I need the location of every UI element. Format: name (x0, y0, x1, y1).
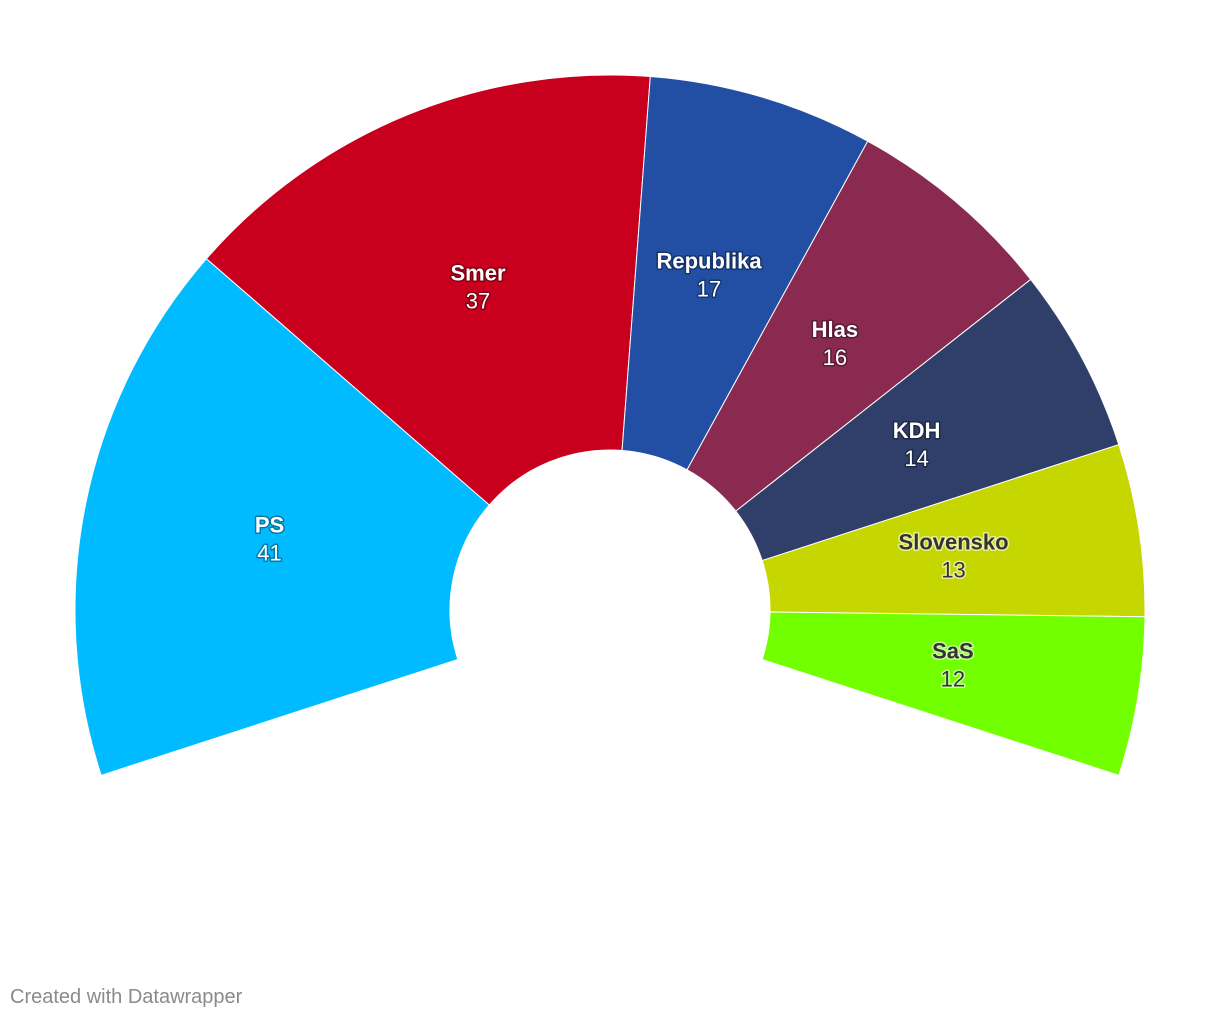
slice-name: SaS (932, 638, 974, 663)
slice (761, 611, 1146, 776)
slice-value: 16 (823, 345, 847, 370)
slice-name: Hlas (812, 317, 858, 342)
slice (686, 140, 1032, 512)
slice-value: 41 (257, 540, 281, 565)
slice-value: 14 (904, 446, 928, 471)
slice (74, 258, 491, 776)
slice-name: Republika (656, 249, 762, 274)
slice-name: PS (255, 512, 284, 537)
footer: Created with Datawrapper (10, 986, 243, 1008)
slice-name: Slovensko (899, 530, 1009, 555)
slice-value: 37 (466, 288, 490, 313)
slice-name: Smer (451, 260, 506, 285)
slice (761, 444, 1146, 618)
slice-value: 12 (941, 666, 965, 691)
slice-value: 17 (697, 277, 721, 302)
slice-value: 13 (941, 558, 965, 583)
slice-name: KDH (893, 418, 941, 443)
slice (205, 74, 651, 506)
slice (621, 75, 869, 471)
